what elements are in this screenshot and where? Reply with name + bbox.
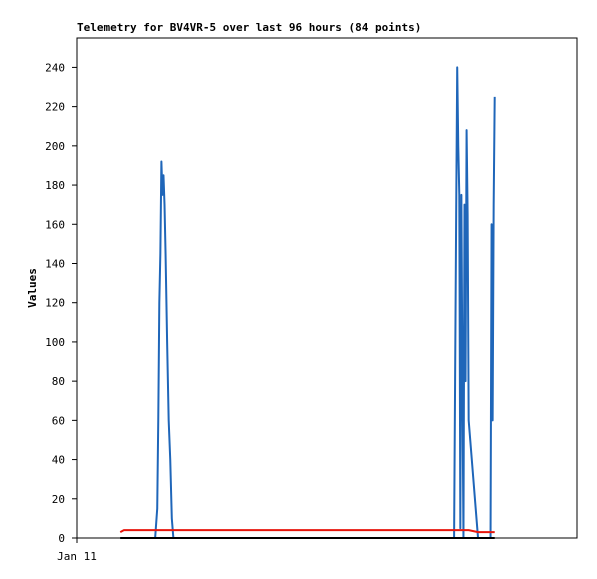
- series-line: [119, 529, 495, 534]
- y-tick-label: 140: [45, 257, 65, 270]
- plot-frame: [76, 37, 578, 539]
- y-tick-label: 0: [58, 532, 65, 545]
- y-tick-label: 160: [45, 218, 65, 231]
- y-tick-label: 220: [45, 101, 65, 114]
- y-tick-label: 80: [52, 375, 65, 388]
- y-tick-label: 200: [45, 140, 65, 153]
- chart-title: Telemetry for BV4VR-5 over last 96 hours…: [77, 21, 421, 34]
- y-tick-label: 180: [45, 179, 65, 192]
- y-tick-label: 100: [45, 336, 65, 349]
- y-tick-label: 240: [45, 61, 65, 74]
- y-tick-label: 60: [52, 414, 65, 427]
- y-axis-title: Values: [26, 268, 39, 308]
- y-tick-label: 120: [45, 297, 65, 310]
- x-tick-label: Jan 11: [57, 550, 97, 563]
- series-line: [120, 66, 496, 539]
- y-tick-label: 20: [52, 493, 65, 506]
- y-tick-label: 40: [52, 454, 65, 467]
